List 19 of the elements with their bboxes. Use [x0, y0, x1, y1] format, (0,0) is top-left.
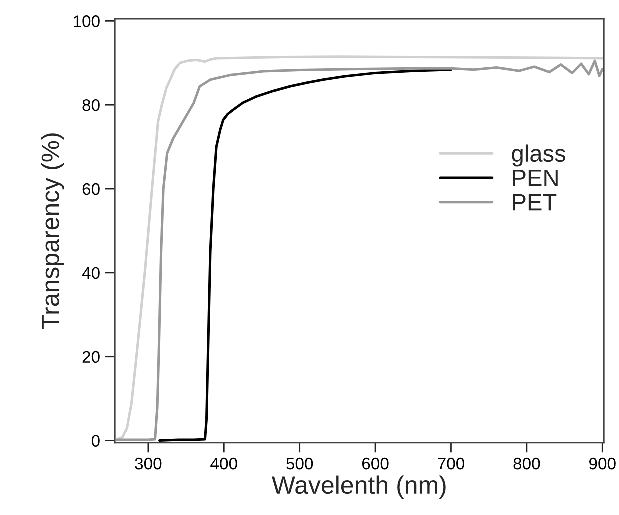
x-tick-label: 600	[362, 458, 389, 470]
x-axis-title: Wavelenth (nm)	[272, 476, 446, 500]
legend-label: glass	[512, 144, 566, 167]
x-tick-label: 400	[210, 458, 238, 470]
legend-label: PET	[513, 194, 557, 211]
legend-label: PEN	[513, 170, 558, 186]
y-tick-label: 0	[92, 435, 100, 448]
y-tick-label: 60	[82, 183, 100, 196]
x-tick-label: 700	[438, 458, 464, 470]
y-tick-label: 40	[82, 267, 100, 280]
y-tick-label: 100	[74, 16, 100, 28]
x-tick-label: 900	[590, 458, 616, 470]
x-tick-label: 300	[135, 458, 162, 470]
x-tick-label: 800	[514, 458, 540, 470]
y-tick-label: 20	[82, 351, 100, 364]
y-axis-title: Transparency (%)	[41, 134, 64, 330]
y-tick-label: 80	[82, 99, 100, 112]
line-series	[158, 68, 452, 442]
x-tick-label: 500	[286, 458, 314, 470]
